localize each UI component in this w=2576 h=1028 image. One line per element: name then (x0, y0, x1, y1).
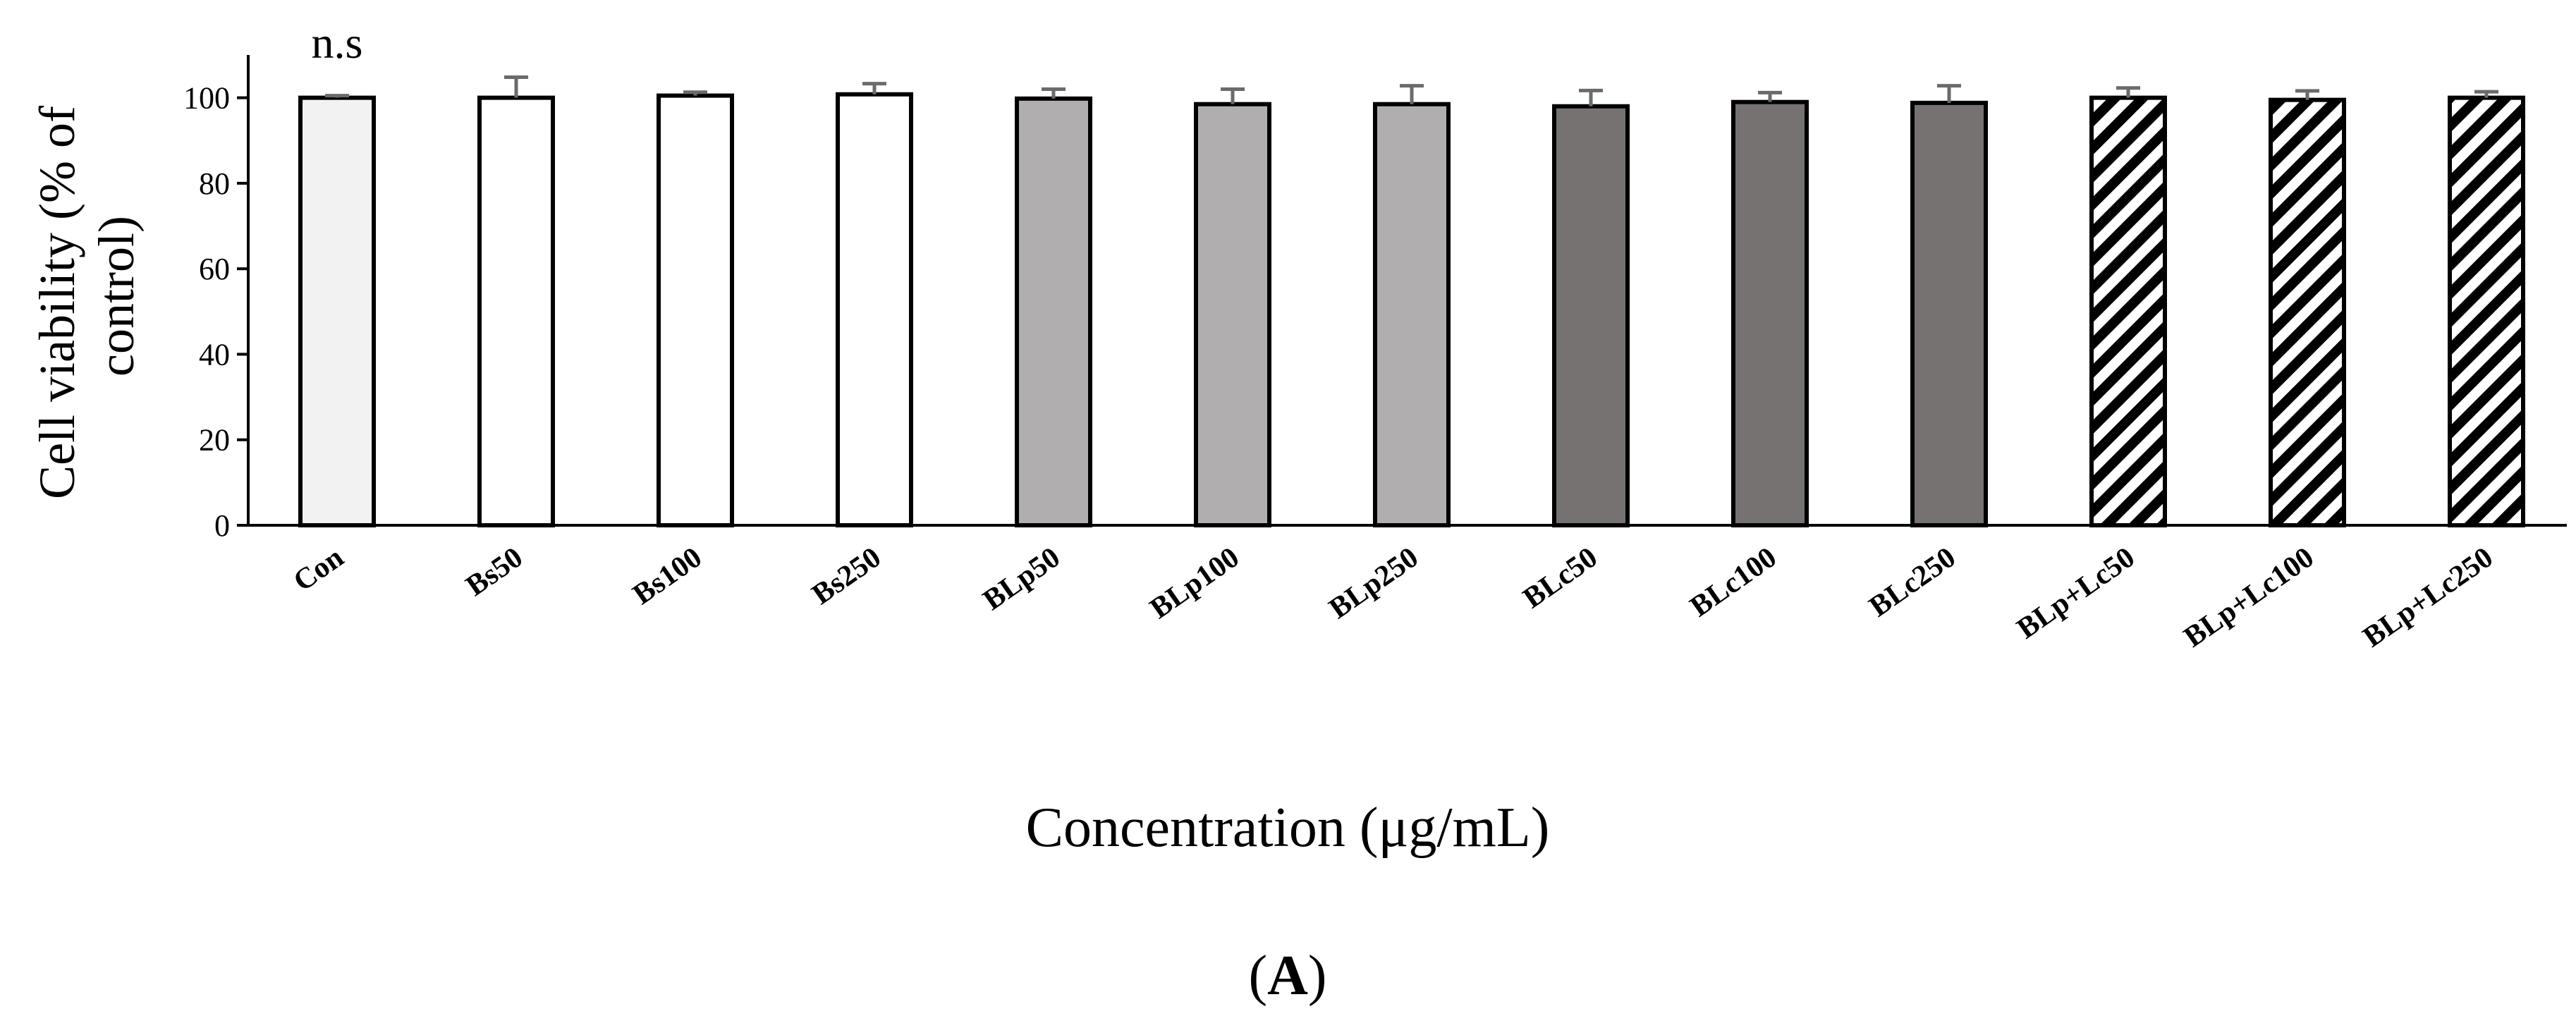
significance-annotation: n.s (312, 18, 363, 68)
bar-blp100 (1194, 102, 1271, 527)
error-bar (1937, 84, 1961, 103)
x-tick-label: BLp100 (1144, 541, 1245, 625)
bar-blp-lc100 (2269, 97, 2346, 528)
error-bar (1579, 88, 1603, 106)
x-tick-label: BLp+Lc50 (2011, 541, 2141, 646)
error-bar (683, 90, 707, 96)
panel-label-letter: A (1267, 945, 1308, 1007)
x-tick-label: BLc250 (1864, 541, 1962, 624)
error-bar (1042, 87, 1066, 99)
x-tick-label: BLc100 (1685, 541, 1783, 624)
y-axis-label-line-1: Cell viability (% of (29, 106, 85, 499)
bar-blc250 (1910, 100, 1988, 527)
bar-con (298, 95, 376, 528)
y-ticks-group: 0 20 40 60 80 100 (183, 81, 248, 543)
error-bar (504, 75, 528, 98)
error-bar (1758, 90, 1782, 102)
bar-blp50 (1015, 96, 1092, 527)
x-tick-label: BLp+Lc100 (2178, 541, 2320, 654)
bar-bs250 (836, 92, 913, 527)
axes-group (247, 55, 2567, 527)
error-bar (1400, 84, 1424, 104)
y-tick-label: 80 (199, 166, 230, 201)
bar-blp-lc50 (2089, 95, 2167, 528)
error-bar (2295, 89, 2319, 100)
bar-blc100 (1731, 99, 1809, 527)
x-tick-label: Bs50 (460, 541, 529, 603)
panel-label: (A) (1248, 945, 1326, 1007)
x-tick-label: BLp50 (977, 541, 1066, 617)
bar-bs50 (477, 95, 555, 528)
panel-label-close: ) (1308, 945, 1327, 1007)
x-tick-label: BLp+Lc250 (2357, 541, 2499, 654)
error-bar (2116, 86, 2140, 98)
x-tick-label: Bs250 (806, 541, 886, 611)
y-tick-label: 100 (183, 81, 230, 116)
y-tick-label: 40 (199, 337, 230, 372)
error-bar (325, 94, 349, 98)
x-axis-label: Concentration (μg/mL) (1026, 797, 1550, 859)
error-bar (1221, 87, 1245, 104)
y-tick-label: 20 (199, 423, 230, 458)
x-tick-label: Con (288, 541, 350, 599)
error-bar (2474, 90, 2498, 98)
bar-blp250 (1373, 102, 1451, 527)
bars-group (298, 92, 2525, 528)
x-tick-label: BLc50 (1518, 541, 1604, 616)
x-tick-label: Bs100 (627, 541, 707, 611)
y-tick-label: 0 (214, 508, 230, 543)
bar-blc50 (1552, 104, 1630, 528)
error-bars-group (325, 75, 2498, 106)
bar-bs100 (657, 93, 734, 527)
category-labels-group: Con Bs50 Bs100 Bs250 BLp50 BLp100 BLp250 BLc50 B… (288, 541, 2499, 654)
y-axis-label: Cell viability (% of control) (29, 93, 145, 499)
x-tick-label: BLp250 (1324, 541, 1424, 625)
error-bar (862, 82, 886, 94)
y-tick-label: 60 (199, 252, 230, 286)
bar-blp-lc250 (2448, 95, 2525, 528)
y-axis-label-line-2: control) (88, 216, 145, 377)
panel-label-open: ( (1248, 945, 1267, 1007)
